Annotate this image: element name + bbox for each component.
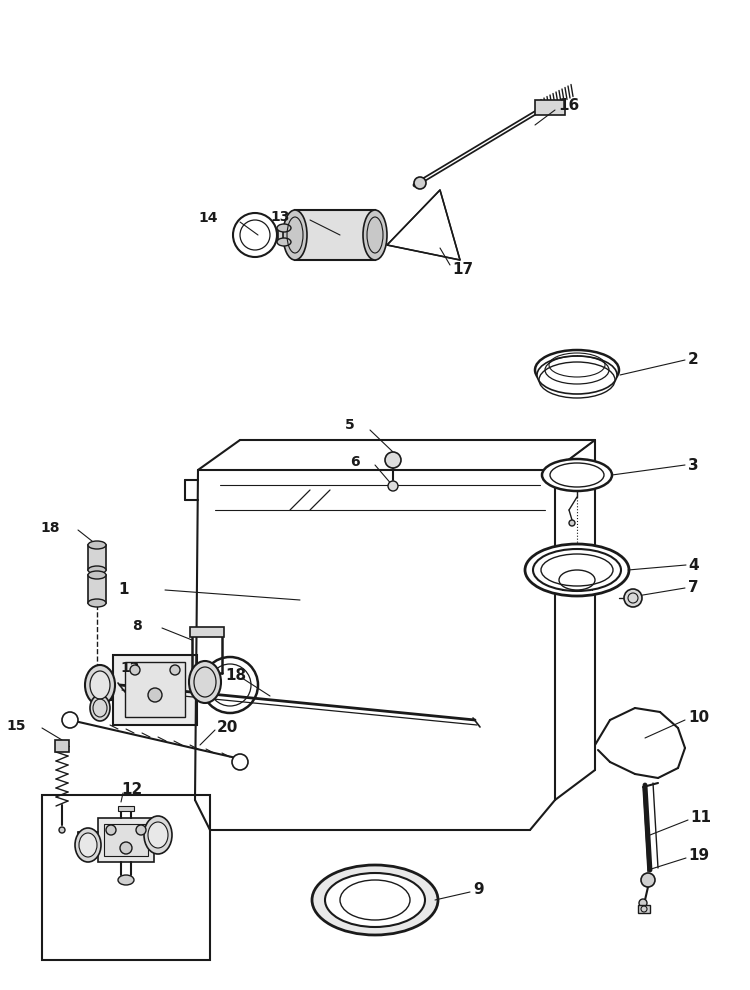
Text: 20: 20	[217, 720, 238, 735]
Circle shape	[59, 827, 65, 833]
Ellipse shape	[90, 695, 110, 721]
Text: 19: 19	[688, 848, 709, 863]
Circle shape	[120, 842, 132, 854]
Circle shape	[624, 589, 642, 607]
Text: 12: 12	[121, 782, 142, 798]
Text: 15: 15	[7, 719, 26, 733]
Bar	[638, 905, 650, 913]
Text: 9: 9	[473, 882, 484, 898]
Ellipse shape	[325, 873, 425, 927]
Ellipse shape	[85, 665, 115, 705]
Text: 5: 5	[345, 418, 355, 432]
Bar	[278, 228, 290, 242]
Ellipse shape	[75, 828, 101, 862]
Bar	[535, 100, 565, 115]
Text: 11: 11	[690, 811, 711, 826]
Ellipse shape	[533, 549, 621, 591]
Ellipse shape	[414, 177, 426, 189]
Ellipse shape	[202, 657, 258, 713]
Bar	[55, 740, 69, 752]
Bar	[42, 795, 210, 960]
Text: 14: 14	[199, 211, 218, 225]
Ellipse shape	[283, 210, 307, 260]
Circle shape	[148, 688, 162, 702]
Ellipse shape	[79, 833, 97, 857]
Polygon shape	[387, 190, 460, 260]
Ellipse shape	[189, 661, 221, 703]
Ellipse shape	[312, 865, 438, 935]
Ellipse shape	[537, 356, 617, 394]
Text: 3: 3	[688, 457, 699, 472]
Text: 8: 8	[132, 619, 142, 633]
Bar	[88, 575, 106, 603]
Ellipse shape	[277, 238, 291, 246]
Text: 7: 7	[688, 580, 699, 596]
Bar	[118, 806, 134, 811]
Ellipse shape	[363, 210, 387, 260]
Bar	[295, 210, 375, 260]
Text: 4: 4	[688, 557, 699, 572]
Text: 12: 12	[121, 661, 140, 675]
Circle shape	[130, 665, 140, 675]
Circle shape	[569, 520, 575, 526]
Ellipse shape	[90, 671, 110, 699]
Circle shape	[232, 754, 248, 770]
Circle shape	[170, 665, 180, 675]
Ellipse shape	[148, 822, 168, 848]
Ellipse shape	[277, 224, 291, 232]
Ellipse shape	[88, 571, 106, 579]
Text: 2: 2	[688, 352, 699, 367]
Text: 16: 16	[558, 98, 579, 114]
Text: 13: 13	[271, 210, 290, 224]
Text: 17: 17	[452, 262, 473, 277]
Text: 10: 10	[688, 711, 709, 726]
Circle shape	[62, 712, 78, 728]
Circle shape	[385, 452, 401, 468]
Text: 1: 1	[118, 582, 128, 598]
Bar	[104, 824, 148, 856]
Ellipse shape	[144, 816, 172, 854]
Ellipse shape	[525, 544, 629, 596]
Circle shape	[136, 825, 146, 835]
Bar	[190, 627, 224, 637]
Ellipse shape	[233, 213, 277, 257]
Ellipse shape	[542, 459, 612, 491]
Ellipse shape	[88, 541, 106, 549]
Circle shape	[106, 825, 116, 835]
Text: 6: 6	[350, 455, 360, 469]
Circle shape	[388, 481, 398, 491]
Bar	[125, 662, 185, 717]
Circle shape	[641, 873, 655, 887]
Text: 18: 18	[225, 667, 246, 682]
Ellipse shape	[535, 350, 619, 390]
Bar	[113, 655, 197, 725]
Circle shape	[639, 899, 647, 907]
Ellipse shape	[88, 566, 106, 574]
Ellipse shape	[118, 875, 134, 885]
Ellipse shape	[88, 599, 106, 607]
Bar	[88, 545, 106, 570]
Bar	[98, 818, 154, 862]
Text: 18: 18	[40, 521, 60, 535]
